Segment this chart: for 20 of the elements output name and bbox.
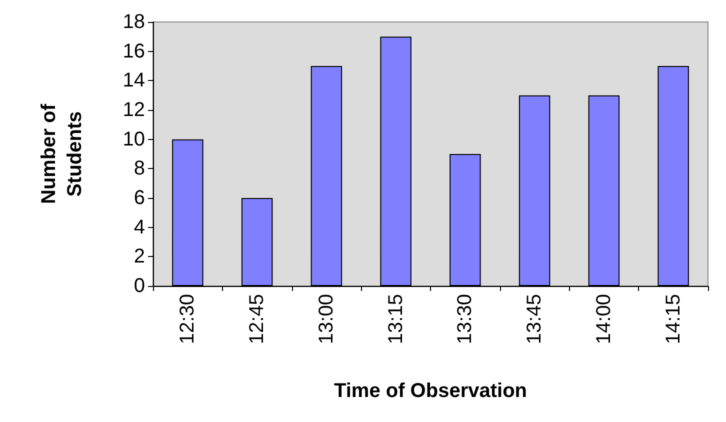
y-axis-title: Number of Students — [38, 104, 86, 204]
x-tick-label: 12:30 — [176, 294, 199, 344]
x-tick-label: 14:15 — [662, 294, 684, 344]
y-tick-label: 12 — [122, 99, 145, 121]
y-tick-label: 14 — [122, 70, 145, 92]
x-tick-label: 13:45 — [524, 294, 546, 344]
y-tick-label: 4 — [134, 216, 145, 238]
y-tick-label: 16 — [122, 40, 145, 62]
x-axis-title: Time of Observation — [334, 380, 528, 402]
y-tick-label: 0 — [134, 275, 145, 297]
y-tick-label: 8 — [134, 158, 145, 180]
y-tick-label: 10 — [122, 128, 145, 150]
y-tick-label: 18 — [122, 11, 145, 33]
x-tick-label: 13:15 — [384, 294, 407, 344]
x-tick-label: 14:00 — [592, 294, 615, 344]
x-tick-label: 12:45 — [246, 294, 268, 344]
y-tick-label: 6 — [134, 187, 145, 209]
x-tick-label: 13:00 — [315, 294, 338, 344]
x-tick-label: 13:30 — [454, 294, 476, 344]
y-tick-label: 2 — [134, 246, 145, 268]
